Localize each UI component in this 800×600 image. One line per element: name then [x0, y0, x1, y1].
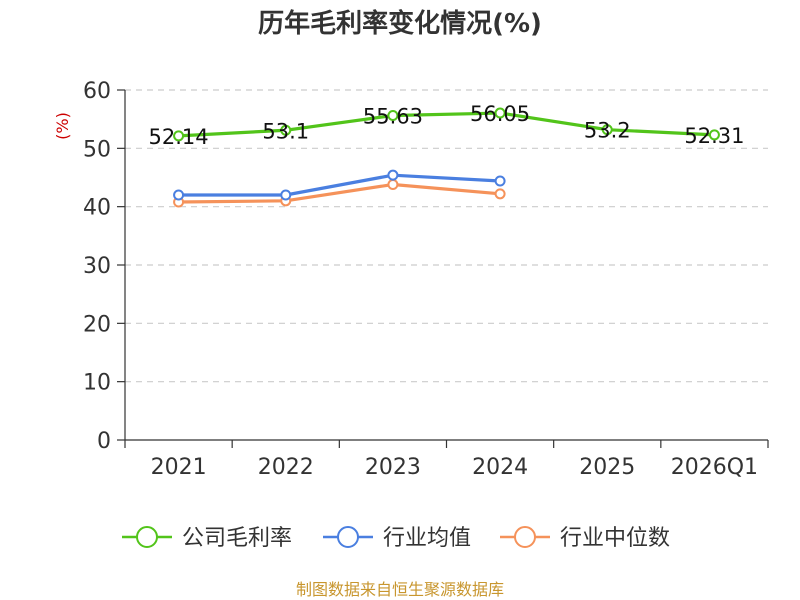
legend-label: 行业均值 [383, 526, 471, 551]
data-point [387, 179, 399, 190]
y-axis-label: (%) [53, 112, 72, 140]
data-label: 53.2 [584, 119, 631, 143]
x-tick-label: 2026Q1 [671, 455, 758, 480]
x-tick-label: 2023 [365, 455, 421, 480]
data-point [708, 129, 720, 141]
y-tick-label: 0 [97, 429, 111, 454]
data-point [173, 189, 185, 201]
data-point [494, 175, 506, 187]
data-label: 52.14 [149, 125, 209, 149]
data-point [387, 109, 399, 121]
series-lines [173, 107, 720, 208]
legend-marker [337, 526, 359, 548]
axes: 0 10 20 30 40 50 60 2021 2022 2023 2024 2025 2026Q1 [83, 79, 769, 480]
series-line [178, 182, 501, 204]
series-line [178, 111, 715, 138]
legend-label: 公司毛利率 [182, 526, 292, 551]
x-tick-label: 2022 [258, 455, 314, 480]
grid-lines [125, 89, 768, 383]
legend[interactable]: 公司毛利率 行业均值 行业中位数 [122, 526, 670, 551]
y-tick-label: 40 [83, 196, 111, 221]
data-point [494, 188, 506, 200]
data-label: 56.05 [470, 102, 530, 126]
legend-item[interactable]: 公司毛利率 [122, 526, 292, 551]
data-label: 55.63 [363, 104, 423, 128]
source-note: 制图数据来自恒生聚源数据库 [296, 580, 504, 599]
data-point [601, 124, 613, 136]
x-tick-label: 2021 [151, 455, 207, 480]
data-point [387, 169, 399, 181]
series-line [178, 173, 501, 197]
legend-item[interactable]: 行业均值 [323, 526, 471, 551]
legend-item[interactable]: 行业中位数 [500, 526, 670, 551]
data-point [280, 124, 292, 136]
legend-marker [514, 526, 536, 548]
data-label: 53.1 [262, 119, 309, 143]
data-point [173, 130, 185, 142]
legend-marker [136, 526, 158, 548]
data-point [494, 107, 506, 119]
data-point [280, 189, 292, 201]
data-labels: 52.14 53.1 55.63 56.05 53.2 52.31 [149, 102, 745, 149]
y-tick-label: 10 [83, 371, 111, 396]
x-tick-label: 2025 [579, 455, 635, 480]
data-label: 52.31 [684, 124, 744, 148]
x-tick-label: 2024 [472, 455, 528, 480]
chart-title: 历年毛利率变化情况(%) [258, 8, 542, 39]
y-tick-label: 30 [83, 254, 111, 279]
legend-label: 行业中位数 [560, 526, 670, 551]
y-tick-label: 50 [83, 137, 111, 162]
y-tick-label: 20 [83, 312, 111, 337]
y-tick-label: 60 [83, 79, 111, 104]
